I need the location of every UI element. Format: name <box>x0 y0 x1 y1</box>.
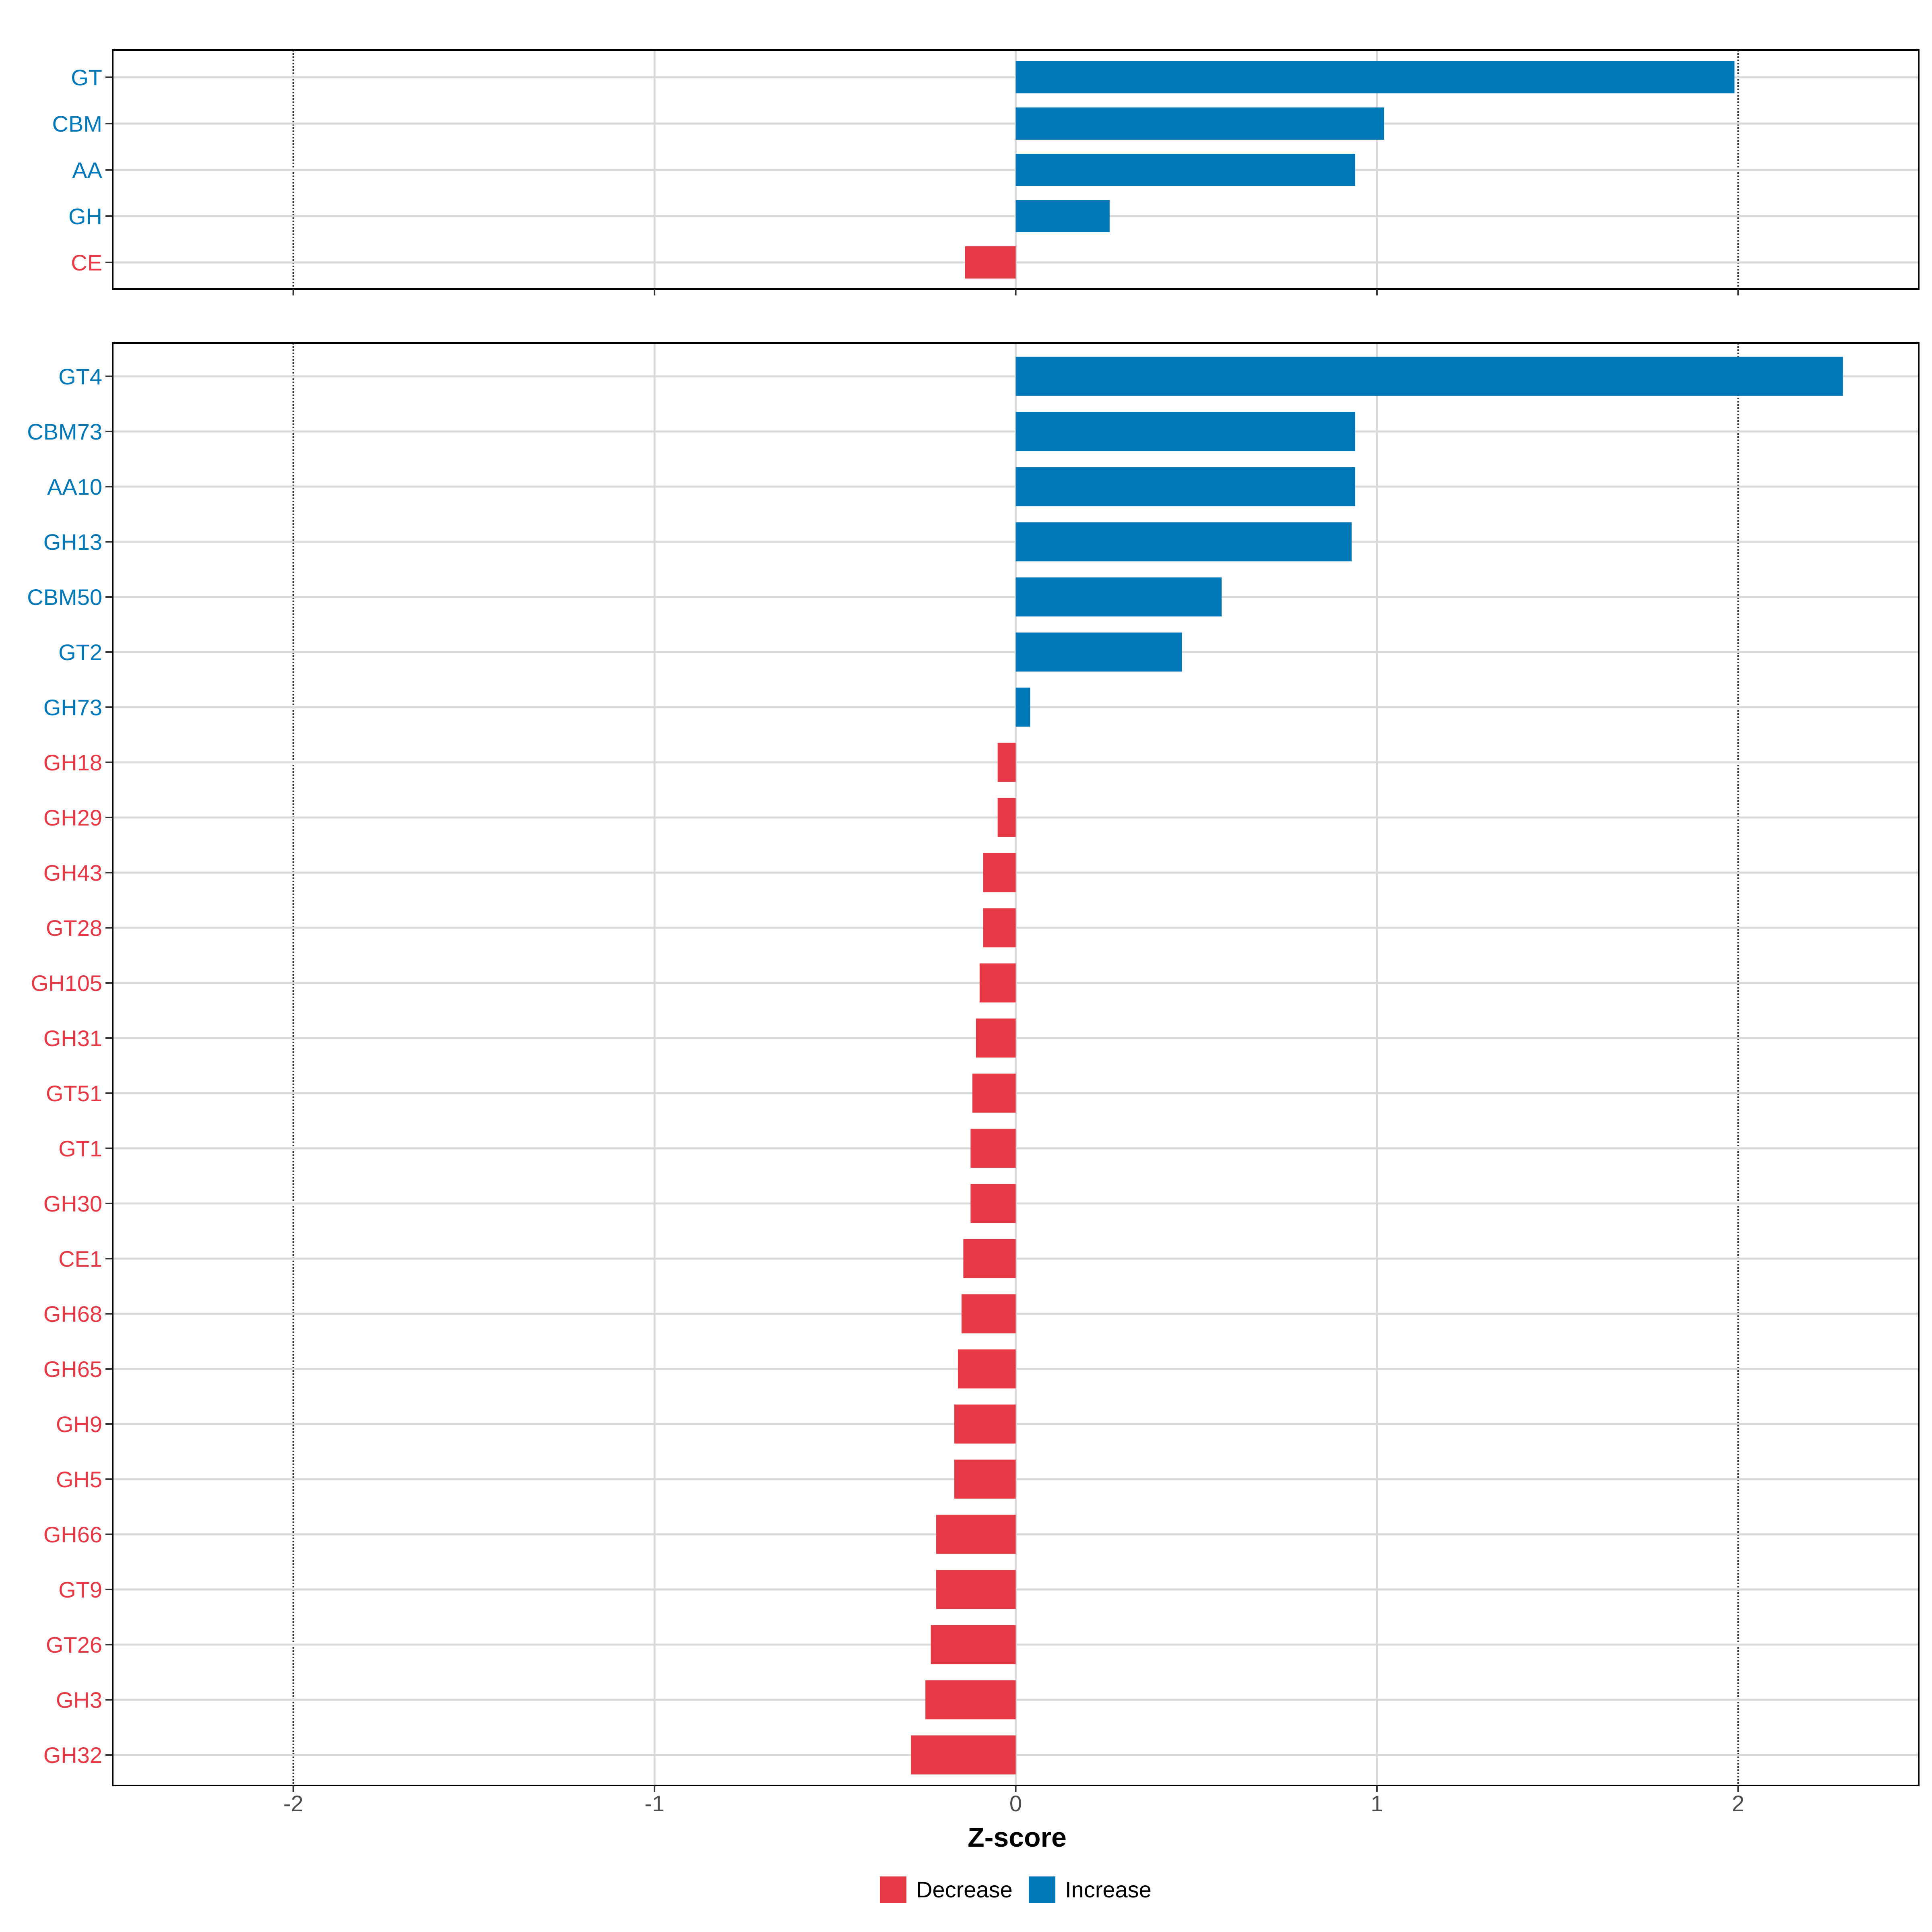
category-label-GH5: GH5 <box>56 1467 102 1492</box>
bar-GH18 <box>997 743 1016 782</box>
category-label-GH9: GH9 <box>56 1412 102 1437</box>
bottom-panel: GT4 CBM73 AA10 GH13 CBM50 GT2 GH73 GH18 GH29 GH43… <box>27 342 1920 1792</box>
top-panel: GT CBM AA GH CE <box>52 49 1920 295</box>
x-tick-label-4: 2 <box>1732 1791 1744 1816</box>
category-label-GT2: GT2 <box>58 640 102 665</box>
category-label-GT: GT <box>71 65 102 90</box>
legend-label-increase: Increase <box>1065 1877 1152 1902</box>
bar-GH32 <box>911 1735 1016 1775</box>
category-label-AA10: AA10 <box>47 474 102 500</box>
x-tick-label-3: 1 <box>1371 1791 1383 1816</box>
category-label-CE: CE <box>71 250 102 275</box>
bar-GH29 <box>997 798 1016 837</box>
bar-GH66 <box>936 1515 1016 1554</box>
category-label-GH73: GH73 <box>43 695 102 720</box>
bar-GT51 <box>972 1073 1016 1113</box>
category-label-GH18: GH18 <box>43 750 102 775</box>
bar-GH65 <box>958 1349 1016 1389</box>
category-label-GH105: GH105 <box>31 970 102 996</box>
category-label-GT1: GT1 <box>58 1136 102 1161</box>
category-label-GH66: GH66 <box>43 1522 102 1547</box>
legend-key-decrease <box>880 1876 906 1903</box>
x-axis: -2 -1 0 1 2 <box>283 1791 1744 1816</box>
category-label-GH: GH <box>68 204 102 229</box>
category-label-GT9: GT9 <box>58 1577 102 1602</box>
bar-GT26 <box>931 1625 1016 1664</box>
category-label-CE1: CE1 <box>58 1246 102 1271</box>
bar-GH3 <box>925 1680 1016 1719</box>
bar-GH31 <box>976 1018 1016 1058</box>
category-label-GH32: GH32 <box>43 1742 102 1768</box>
category-label-GT4: GT4 <box>58 364 102 389</box>
bar-AA10 <box>1016 467 1356 506</box>
category-label-GH68: GH68 <box>43 1301 102 1327</box>
bar-GT9 <box>936 1570 1016 1609</box>
x-tick-label-2: 0 <box>1009 1791 1022 1816</box>
bar-CE <box>965 246 1016 279</box>
category-label-GH3: GH3 <box>56 1687 102 1713</box>
bar-GH <box>1016 200 1110 232</box>
x-tick-label-1: -1 <box>644 1791 665 1816</box>
category-label-GH30: GH30 <box>43 1191 102 1216</box>
x-axis-title: Z-score <box>968 1822 1067 1853</box>
bar-GT <box>1016 61 1735 93</box>
bar-CE1 <box>963 1239 1016 1278</box>
category-label-GH31: GH31 <box>43 1026 102 1051</box>
category-label-AA: AA <box>72 157 102 183</box>
bar-GH30 <box>970 1184 1016 1223</box>
bar-GH43 <box>983 853 1016 892</box>
bar-GH68 <box>961 1294 1016 1333</box>
category-label-GH43: GH43 <box>43 860 102 886</box>
bar-GT4 <box>1016 357 1843 396</box>
bar-GH73 <box>1016 687 1030 727</box>
category-label-GH29: GH29 <box>43 805 102 830</box>
category-label-GT26: GT26 <box>46 1632 102 1657</box>
bar-CBM <box>1016 107 1384 140</box>
category-label-CBM: CBM <box>52 111 102 136</box>
category-label-GH13: GH13 <box>43 529 102 555</box>
category-label-CBM73: CBM73 <box>27 419 102 444</box>
category-label-GT51: GT51 <box>46 1081 102 1106</box>
category-label-GT28: GT28 <box>46 915 102 941</box>
legend-key-increase <box>1029 1876 1055 1903</box>
legend: Decrease Increase <box>880 1876 1152 1903</box>
bar-GH105 <box>979 963 1016 1003</box>
bar-GT28 <box>983 908 1016 947</box>
bar-AA <box>1016 154 1356 186</box>
category-label-GH65: GH65 <box>43 1356 102 1382</box>
bar-GH13 <box>1016 522 1352 561</box>
bar-CBM50 <box>1016 577 1222 617</box>
bar-CBM73 <box>1016 412 1356 451</box>
bar-GT2 <box>1016 632 1182 672</box>
x-tick-label-0: -2 <box>283 1791 303 1816</box>
category-label-CBM50: CBM50 <box>27 584 102 610</box>
bar-GT1 <box>970 1129 1016 1168</box>
bar-GH9 <box>954 1404 1016 1444</box>
legend-label-decrease: Decrease <box>916 1877 1013 1902</box>
bar-GH5 <box>954 1459 1016 1499</box>
